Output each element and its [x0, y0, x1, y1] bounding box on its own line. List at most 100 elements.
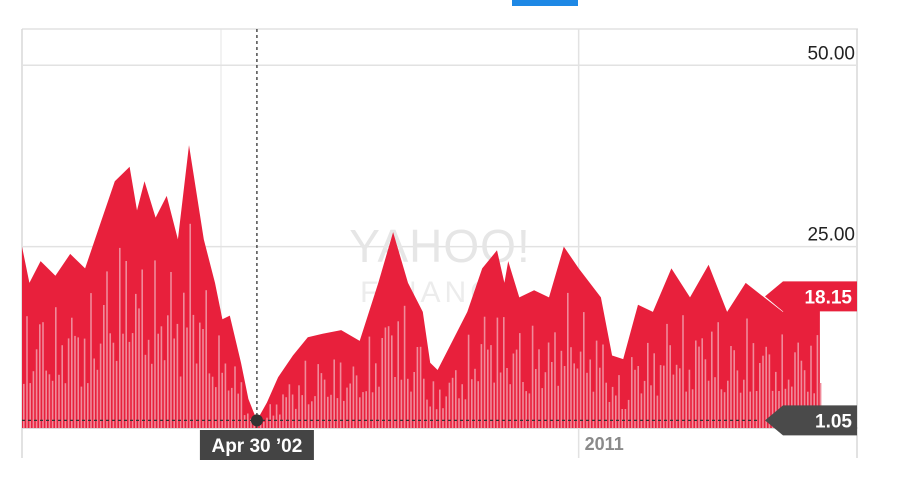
volume-bar: [179, 376, 182, 428]
volume-bar: [64, 383, 67, 428]
volume-bar: [723, 392, 726, 428]
volume-bar: [103, 305, 105, 428]
selected-tab-indicator[interactable]: [512, 0, 578, 6]
volume-bar: [765, 346, 767, 428]
volume-bar: [298, 385, 300, 428]
last-price-flag-text: 18.15: [804, 287, 852, 308]
volume-bar: [586, 372, 588, 428]
volume-bar: [675, 364, 678, 428]
volume-bar: [183, 292, 185, 428]
volume-bar: [400, 379, 403, 428]
volume-bar: [320, 373, 323, 428]
volume-bar: [122, 333, 124, 428]
volume-bar: [74, 335, 76, 428]
volume-bar: [691, 389, 694, 428]
volume-bar: [77, 337, 79, 428]
volume-bar: [499, 372, 502, 428]
volume-bar: [448, 382, 451, 428]
volume-bar: [381, 338, 383, 428]
volume-bar: [215, 387, 217, 428]
volume-bar: [343, 400, 345, 428]
volume-bar: [467, 334, 470, 428]
volume-bar: [442, 408, 444, 428]
volume-bar: [461, 384, 463, 428]
volume-bar: [317, 364, 319, 428]
volume-bar: [464, 399, 467, 428]
volume-bar: [272, 415, 275, 428]
volume-bar: [243, 415, 246, 428]
volume-bar: [371, 392, 374, 428]
volume-bar: [240, 382, 243, 428]
price-area-series: [22, 145, 820, 428]
volume-bar: [163, 360, 166, 428]
volume-bar: [797, 342, 799, 428]
volume-bar: [618, 375, 620, 428]
volume-bar: [615, 395, 617, 428]
volume-bar: [455, 370, 457, 428]
last-price-flag: 18.15: [765, 281, 857, 312]
volume-bar: [717, 322, 719, 428]
volume-bar: [263, 421, 265, 428]
volume-bar: [538, 349, 540, 428]
volume-bar: [762, 355, 764, 428]
volume-bar: [160, 326, 163, 428]
volume-bar: [496, 317, 499, 428]
hover-price-flag-shape: [765, 405, 857, 436]
volume-bar: [189, 223, 191, 428]
volume-bar: [688, 369, 691, 428]
volume-bar: [579, 351, 582, 428]
volume-bar: [663, 365, 665, 428]
volume-bar: [167, 315, 169, 428]
volume-bar: [685, 391, 687, 428]
volume-bar: [87, 383, 89, 428]
volume-bar: [99, 343, 102, 428]
volume-bar: [323, 379, 326, 428]
volume-bar: [525, 391, 527, 428]
volume-bar: [458, 398, 460, 428]
volume-bar: [80, 386, 83, 428]
volume-bar: [384, 327, 387, 428]
volume-bar: [429, 406, 431, 428]
volume-bar: [720, 389, 723, 428]
volume-bar: [570, 347, 572, 428]
volume-bar: [515, 349, 518, 428]
volume-bar: [736, 370, 739, 428]
y-axis-ticks: 50.00 25.00: [807, 43, 855, 245]
volume-bar: [727, 380, 729, 428]
volume-bar: [432, 381, 435, 428]
volume-bar: [621, 409, 623, 428]
volume-bar: [157, 333, 159, 428]
volume-bar: [611, 386, 614, 428]
volume-bar: [368, 336, 371, 428]
volume-bar: [781, 334, 783, 428]
volume-bar: [711, 331, 713, 428]
volume-bar: [522, 382, 524, 428]
volume-bar: [624, 409, 627, 428]
volume-bar: [247, 413, 249, 428]
volume-bar: [567, 292, 569, 428]
volume-bar: [695, 340, 697, 428]
volume-bar: [279, 414, 281, 428]
volume-bar: [698, 346, 700, 428]
volume-bar: [307, 404, 310, 428]
volume-bar: [627, 399, 630, 428]
volume-bar: [301, 395, 303, 428]
volume-bar: [131, 333, 134, 428]
volume-bar: [426, 399, 428, 428]
hover-point: [250, 414, 263, 427]
volume-bar: [154, 260, 156, 428]
volume-bar: [739, 392, 742, 428]
volume-bar: [285, 397, 287, 428]
volume-bar: [631, 357, 633, 428]
volume-bar: [669, 345, 671, 428]
volume-bar: [135, 293, 137, 428]
volume-bar: [560, 350, 563, 428]
volume-bar: [503, 317, 505, 428]
volume-bar: [250, 418, 252, 428]
volume-bar: [186, 327, 188, 428]
volume-bar: [416, 347, 419, 428]
volume-bar: [96, 369, 99, 428]
volume-bar: [224, 363, 227, 428]
hover-date-label: Apr 30 ’02: [199, 430, 314, 460]
